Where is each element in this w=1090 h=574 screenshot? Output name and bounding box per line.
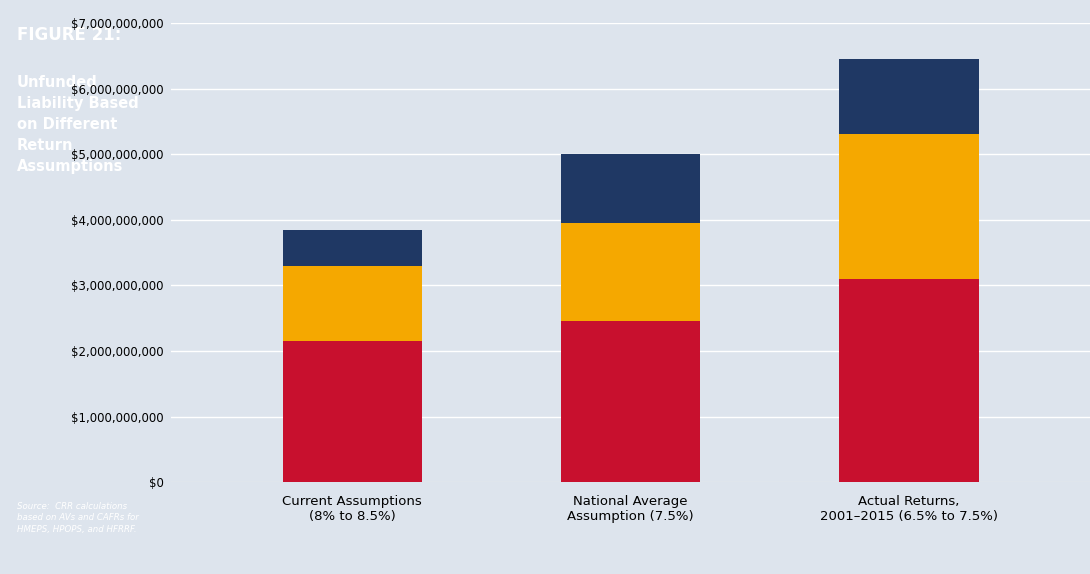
Bar bbox=[561, 154, 700, 223]
Bar bbox=[839, 279, 979, 482]
Bar bbox=[561, 223, 700, 321]
Bar bbox=[561, 321, 700, 482]
Text: Unfunded
Liability Based
on Different
Return
Assumptions: Unfunded Liability Based on Different Re… bbox=[16, 75, 138, 173]
Bar bbox=[282, 230, 422, 266]
Bar bbox=[282, 266, 422, 341]
Text: Source:  CRR calculations
based on AVs and CAFRs for
HMEPS, HPOPS, and HFRRF.: Source: CRR calculations based on AVs an… bbox=[16, 502, 138, 534]
Legend: HMEPS, HPOPS, HFRRF: HMEPS, HPOPS, HFRRF bbox=[492, 572, 770, 574]
Text: FIGURE 21:: FIGURE 21: bbox=[16, 26, 121, 44]
Bar bbox=[282, 341, 422, 482]
Bar bbox=[839, 59, 979, 134]
Bar bbox=[839, 134, 979, 279]
